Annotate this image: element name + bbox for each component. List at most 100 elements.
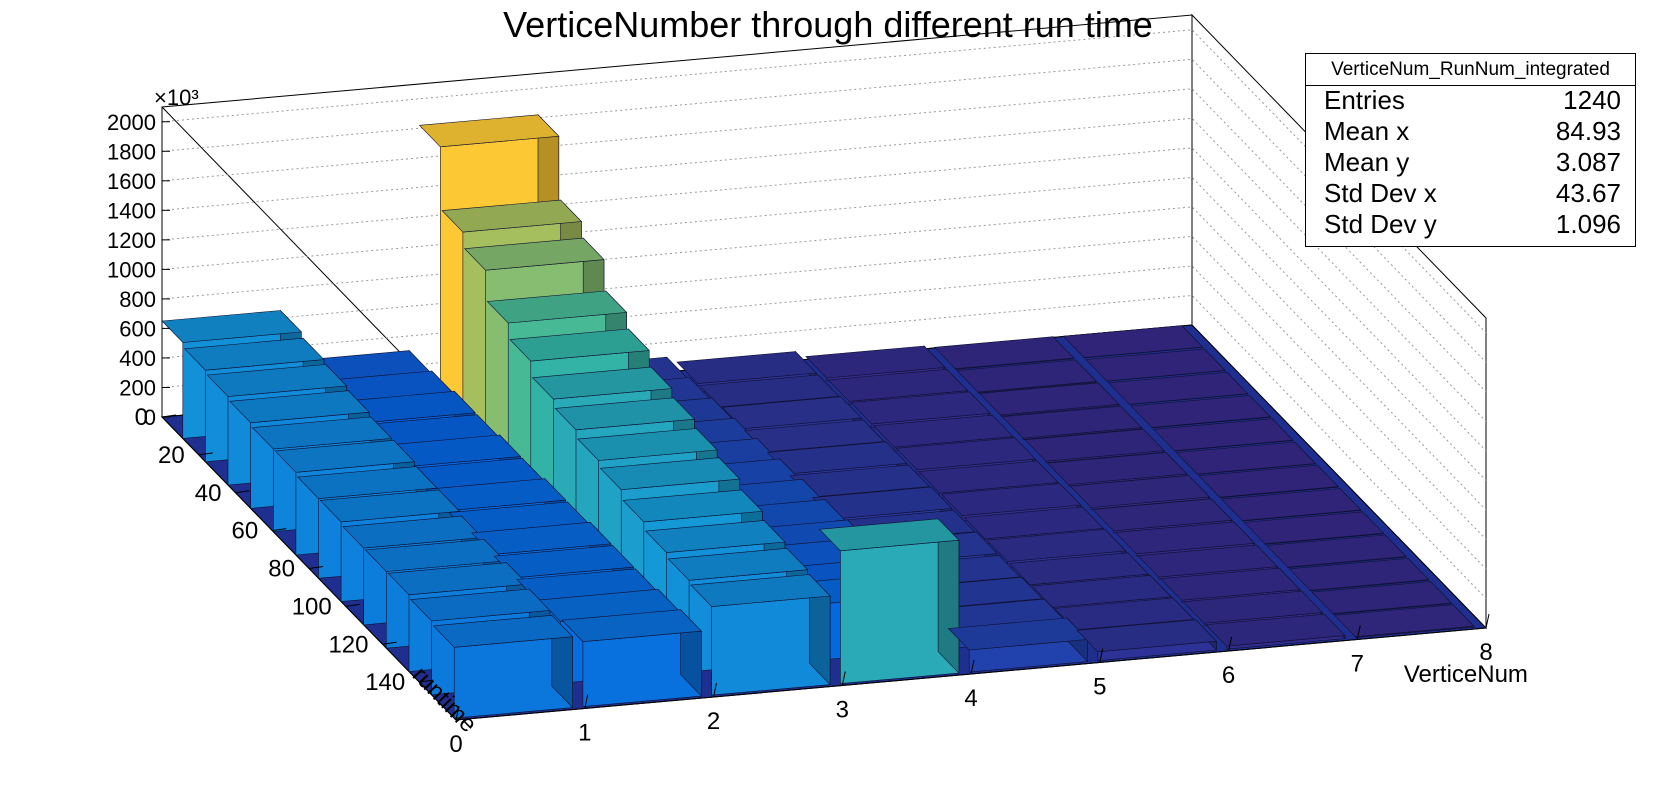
y-tick-label: 0 xyxy=(135,404,148,431)
z-tick-label: 600 xyxy=(119,316,156,341)
y-tick xyxy=(308,566,324,569)
stats-name: VerticeNum_RunNum_integrated xyxy=(1306,54,1635,86)
bar xyxy=(1137,544,1278,578)
bar xyxy=(531,366,673,400)
bar xyxy=(1160,567,1301,601)
bar xyxy=(183,337,325,371)
stats-value: 3.087 xyxy=(1555,147,1621,177)
z-tick-label: 400 xyxy=(119,346,156,371)
bar xyxy=(1175,441,1317,475)
bar xyxy=(872,414,1014,448)
bar xyxy=(690,574,831,607)
bar xyxy=(676,351,817,384)
bar xyxy=(827,368,969,402)
grid-line xyxy=(161,176,1487,481)
bar xyxy=(1130,395,1272,428)
bar xyxy=(1311,581,1452,614)
x-tick xyxy=(841,671,846,686)
x-tick xyxy=(1356,625,1361,640)
bar xyxy=(1024,428,1165,462)
bar xyxy=(645,520,786,553)
bar xyxy=(432,614,574,648)
stats-label: Entries xyxy=(1324,85,1405,115)
bar xyxy=(1220,488,1362,521)
y-tick-label: 20 xyxy=(158,442,185,469)
bar xyxy=(1114,521,1256,555)
stats-row-stddev-x: Std Dev x 43.67 xyxy=(1324,178,1621,208)
stats-value: 43.67 xyxy=(1555,178,1621,208)
stats-box: VerticeNum_RunNum_integrated Entries 124… xyxy=(1305,53,1636,247)
bar xyxy=(418,114,560,148)
x-tick-label: 2 xyxy=(707,708,720,735)
stats-label: Std Dev x xyxy=(1324,178,1437,208)
bar xyxy=(1085,348,1226,382)
y-tick xyxy=(198,452,213,456)
z-tick-label: 1000 xyxy=(107,257,156,282)
bar xyxy=(956,359,1098,393)
bar xyxy=(1031,575,1172,608)
y-tick-label: 140 xyxy=(365,669,405,696)
bar xyxy=(940,483,1082,516)
stats-row-entries: Entries 1240 xyxy=(1324,85,1621,115)
bar xyxy=(599,457,741,491)
x-tick xyxy=(713,682,717,698)
bar xyxy=(1182,590,1324,624)
bar xyxy=(1288,557,1430,591)
bar xyxy=(1046,452,1188,485)
bar xyxy=(1243,511,1385,545)
z-tick-label: 1800 xyxy=(107,139,156,164)
grid-line xyxy=(161,294,1487,599)
bar xyxy=(297,466,438,499)
bar xyxy=(554,397,696,431)
y-tick-label: 80 xyxy=(268,556,295,583)
x-tick-label: 7 xyxy=(1351,651,1364,678)
z-tick-label: 1200 xyxy=(107,228,156,253)
bar xyxy=(986,529,1127,562)
x-tick-label: 4 xyxy=(964,685,977,712)
bar xyxy=(1092,498,1233,532)
y-tick xyxy=(419,679,434,683)
x-tick xyxy=(970,659,975,675)
bar xyxy=(963,506,1104,540)
z-tick-label: 2000 xyxy=(107,110,156,135)
x-tick-label: 0 xyxy=(449,731,462,758)
bar xyxy=(818,518,960,552)
bar xyxy=(464,237,605,271)
stats-value: 1.096 xyxy=(1555,209,1621,239)
z-tick-label: 1600 xyxy=(107,169,156,194)
grid-line xyxy=(161,88,1487,393)
stats-label: Mean x xyxy=(1324,116,1410,146)
grid-line xyxy=(161,58,1487,363)
y-tick-label: 40 xyxy=(195,480,222,507)
bar xyxy=(895,437,1037,471)
bar xyxy=(1008,552,1150,586)
x-tick-label: 8 xyxy=(1479,639,1492,666)
x-tick-label: 1 xyxy=(578,720,591,747)
chart-title: VerticeNumber through different run time xyxy=(503,4,1153,45)
bar xyxy=(486,290,628,324)
bar xyxy=(805,345,946,379)
bar xyxy=(850,391,991,425)
bar xyxy=(622,489,763,523)
bar xyxy=(561,609,703,643)
stats-value: 1240 xyxy=(1563,85,1621,115)
z-tick-label: 200 xyxy=(119,375,156,400)
grid-line xyxy=(161,117,1487,422)
z-multiplier: ×10³ xyxy=(154,85,199,110)
z-tick-label: 800 xyxy=(119,287,156,312)
z-tick-label: 0 xyxy=(144,405,156,430)
z-tick-label: 1400 xyxy=(107,198,156,223)
grid-line xyxy=(161,265,1487,570)
bar xyxy=(509,328,650,362)
y-tick-label: 120 xyxy=(328,631,368,658)
x-tick xyxy=(1485,613,1490,629)
x-tick xyxy=(1099,648,1104,663)
x-tick-label: 6 xyxy=(1222,662,1235,689)
y-tick-label: 100 xyxy=(292,593,332,620)
x-tick xyxy=(584,694,589,709)
stats-row-mean-y: Mean y 3.087 xyxy=(1324,147,1621,177)
x-tick-label: 5 xyxy=(1093,674,1106,701)
bar xyxy=(229,390,370,424)
y-tick xyxy=(382,641,397,645)
stats-row-stddev-y: Std Dev y 1.096 xyxy=(1324,209,1621,239)
